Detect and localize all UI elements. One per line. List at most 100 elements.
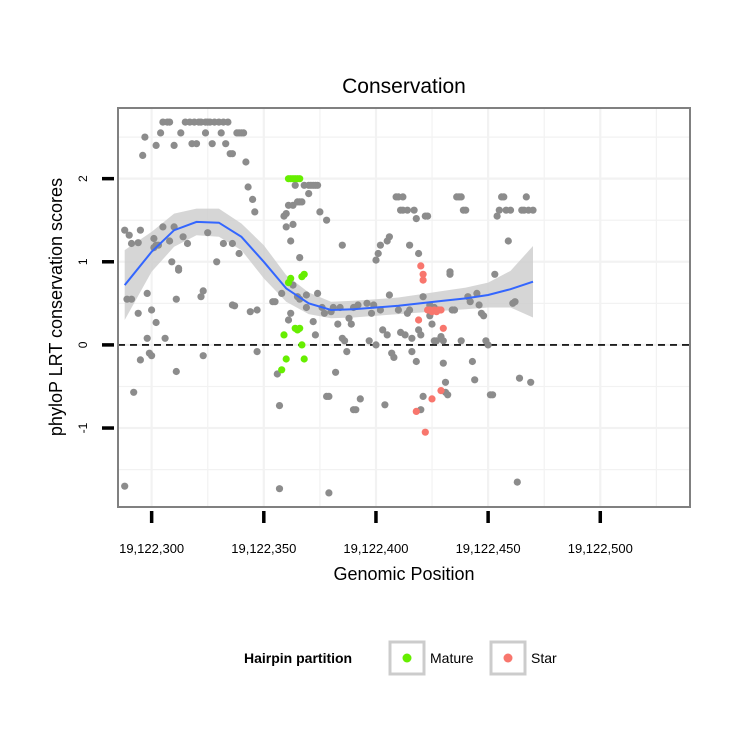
point-other (415, 249, 423, 258)
y-tick-label: -1 (76, 422, 90, 433)
point-star (439, 324, 447, 332)
point-other (390, 353, 398, 361)
point-other (529, 206, 537, 214)
point-other (428, 320, 436, 328)
point-other (125, 231, 133, 239)
point-other (381, 401, 389, 409)
point-other (484, 341, 492, 349)
x-tick-label: 19,122,500 (568, 541, 633, 556)
point-other (289, 220, 297, 228)
point-other (166, 237, 174, 245)
point-other (235, 249, 243, 258)
point-other (152, 318, 160, 327)
point-other (439, 359, 447, 367)
point-mature (278, 366, 286, 374)
point-other (412, 357, 420, 366)
point-other (282, 210, 290, 218)
x-axis-title: Genomic Position (333, 564, 474, 584)
x-tick-label: 19,122,300 (119, 541, 184, 556)
point-other (385, 291, 393, 299)
point-other (385, 233, 393, 241)
point-other (148, 352, 156, 360)
point-other (345, 314, 353, 322)
point-other (136, 226, 144, 234)
point-other (172, 295, 180, 303)
y-tick-label: 0 (76, 341, 90, 348)
point-other (204, 229, 212, 237)
point-mature (300, 270, 308, 278)
point-other (511, 298, 519, 306)
point-other (439, 337, 447, 345)
point-other (143, 334, 151, 342)
smooth-line (123, 220, 534, 312)
point-other (316, 208, 324, 216)
legend-title: Hairpin partition (244, 650, 352, 666)
point-other (253, 306, 261, 314)
point-other (473, 289, 481, 297)
point-star (419, 276, 427, 284)
point-other (522, 193, 530, 201)
confidence-band (124, 208, 533, 320)
point-other (403, 206, 411, 214)
point-other (244, 183, 252, 191)
point-other (224, 118, 232, 126)
point-other (121, 482, 129, 490)
point-other (296, 254, 304, 262)
point-other (320, 309, 328, 317)
point-other (143, 289, 151, 297)
point-star (437, 306, 445, 314)
point-other (157, 129, 165, 137)
point-other (305, 190, 313, 198)
panel-border (117, 107, 691, 508)
point-other (334, 320, 342, 328)
point-other (504, 237, 512, 245)
point-other (302, 303, 310, 312)
point-other (228, 239, 236, 248)
point-other (419, 293, 427, 301)
point-other (352, 406, 360, 414)
point-other (134, 239, 142, 247)
y-tick-label: 1 (76, 258, 90, 265)
point-other (219, 239, 227, 248)
point-other (148, 306, 156, 314)
point-other (432, 337, 441, 345)
point-other (491, 270, 499, 278)
point-other (323, 216, 331, 224)
point-other (127, 239, 136, 248)
point-other (159, 223, 167, 231)
point-other (170, 141, 178, 149)
point-other (506, 206, 515, 214)
point-other (217, 129, 225, 137)
point-other (197, 293, 205, 301)
point-other (338, 241, 346, 249)
point-other (228, 150, 236, 158)
point-other (213, 258, 221, 266)
legend-key-star-dot (503, 653, 513, 663)
point-other (139, 151, 147, 159)
legend-key-mature-dot (402, 653, 412, 663)
point-other (406, 241, 414, 249)
point-other (179, 233, 187, 241)
point-other (354, 301, 362, 309)
point-other (208, 140, 216, 148)
point-other (325, 392, 333, 400)
point-other (127, 295, 136, 303)
point-mature (296, 324, 304, 332)
point-other (246, 308, 254, 316)
point-other (325, 489, 333, 497)
x-tick-label: 19,122,400 (343, 541, 408, 556)
legend: Hairpin partition Mature Star (244, 640, 557, 676)
point-other (356, 395, 364, 403)
point-mature (282, 355, 290, 363)
point-other (275, 402, 284, 410)
point-other (399, 193, 407, 201)
point-other (471, 376, 479, 384)
point-other (240, 129, 248, 137)
point-other (130, 388, 138, 396)
point-other (446, 270, 454, 278)
point-star (412, 407, 420, 415)
point-other (341, 337, 349, 345)
point-other (141, 133, 149, 141)
point-other (367, 309, 376, 317)
point-other (271, 298, 279, 306)
